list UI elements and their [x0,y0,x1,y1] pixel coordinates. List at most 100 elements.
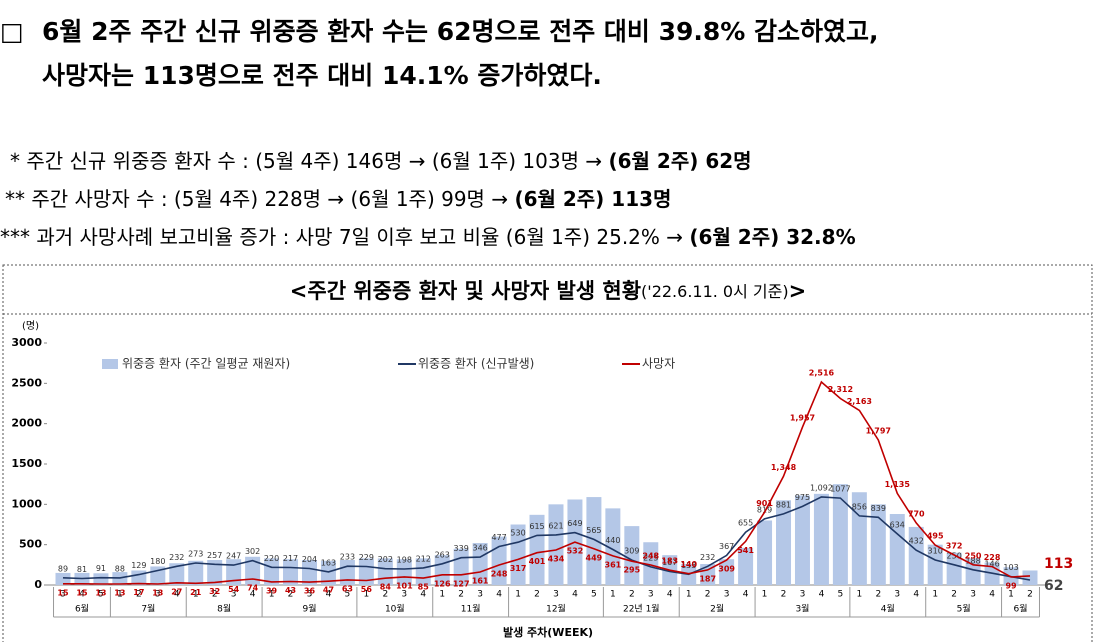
bar [188,560,204,585]
x-tick-label: 2 [288,590,294,600]
data-label: 13 [114,588,125,597]
data-label: 36 [304,587,316,596]
x-tick-label: 2 [629,590,635,600]
legend-label: 위중증 환자 (주간 일평균 재원자) [122,357,290,371]
data-label: 477 [491,533,506,542]
bar [908,526,924,585]
data-label: 27 [171,587,182,596]
x-tick-label: 1 [117,590,123,600]
data-label: 495 [927,532,944,541]
data-label: 615 [529,522,544,531]
x-tick-label: 2 [705,590,711,600]
bar [832,484,848,585]
x-tick-label: 3 [401,590,407,600]
x-tick-label: 2 [212,590,218,600]
data-label: 1,957 [790,414,815,423]
data-label: 91 [96,564,106,573]
x-tick-label: 4 [250,590,256,600]
x-tick-label: 4 [326,590,332,600]
data-label: 126 [434,579,451,588]
data-label: 541 [737,546,754,555]
bar [169,563,185,585]
legend-label: 위중증 환자 (신규발생) [418,357,534,371]
legend-label: 사망자 [642,357,675,371]
data-label: 15 [57,588,69,597]
x-group-label: 7월 [141,603,155,615]
line [62,496,1031,581]
x-tick-label: 4 [420,590,426,600]
x-tick-label: 4 [79,590,85,600]
data-label: 401 [529,557,546,566]
data-label: 273 [188,549,203,558]
data-label: 229 [359,553,374,562]
y-tick-label: 3000 [11,336,42,349]
note: * 주간 신규 위중증 환자 수 : (5월 4주) 146명 → (6월 1주… [0,142,856,180]
data-label: 649 [567,519,582,528]
data-label: 101 [396,581,413,590]
data-label: 233 [340,553,355,562]
data-label: 2,163 [847,397,872,406]
data-label: 85 [418,583,430,592]
y-tick-label: 2500 [11,376,42,389]
bar [1022,570,1038,585]
x-tick-label: 3 [800,590,806,600]
note-prefix: * [10,149,20,173]
data-label: 819 [757,505,772,514]
note-text: 주간 사망자 수 : (5월 4주) 228명 → (6월 1주) 99명 → [31,187,509,211]
data-label: 232 [700,553,715,562]
data-label: 21 [190,588,202,597]
data-label: 74 [247,584,259,593]
bar [548,504,564,585]
data-label: 99 [1005,582,1017,591]
x-tick-label: 3 [724,590,730,600]
data-label: 47 [323,586,334,595]
x-tick-label: 1 [364,590,370,600]
data-label: 309 [624,547,639,556]
data-label: 84 [380,583,392,592]
x-tick-label: 3 [648,590,654,600]
y-tick-label: 500 [19,538,42,551]
data-label: 1,092 [810,483,833,492]
note: *** 과거 사망사례 보고비율 증가 : 사망 7일 이후 보고 비율 (6월… [0,218,856,256]
bar [870,504,886,585]
x-tick-label: 3 [155,590,161,600]
x-tick-label: 3 [894,590,900,600]
x-tick-label: 1 [686,590,692,600]
x-tick-label: 2 [458,590,464,600]
data-label: 103 [1003,563,1018,572]
headline-text: 사망자는 113명으로 전주 대비 14.1% 증가하였다. [42,61,602,90]
data-label: 367 [719,542,734,551]
data-label: 310 [928,546,943,555]
x-tick-label: 4 [572,590,578,600]
data-label: 263 [435,550,450,559]
data-label: 232 [169,553,184,562]
data-label: 432 [909,537,924,546]
chart-title-group: <주간 위중증 환자 및 사망자 발생 현황('22.6.11. 0시 기준)> [290,279,806,303]
bar [946,552,962,585]
data-label: 1077 [830,485,850,494]
bar [301,559,317,585]
x-tick-label: 2 [534,590,540,600]
data-label: 228 [984,553,1001,562]
data-label: 183 [661,557,678,566]
headline-text: 6월 2주 주간 신규 위중증 환자 수는 62명으로 전주 대비 39.8% … [42,17,879,46]
bar [889,514,905,585]
data-label: 88 [115,564,125,573]
data-label: 43 [285,586,296,595]
x-tick-label: 1 [1008,590,1014,600]
data-label: 440 [605,536,620,545]
x-group-label: 4월 [881,603,895,615]
data-label: 339 [454,544,469,553]
data-label: 62 [1044,578,1063,594]
data-label: 81 [77,565,87,574]
data-label: 881 [776,500,791,509]
note: ** 주간 사망자 수 : (5월 4주) 228명 → (6월 1주) 99명… [0,180,856,218]
data-label: 901 [756,499,773,508]
note-bold: (6월 2주) 113명 [514,187,672,211]
data-label: 89 [58,564,68,573]
bar [643,542,659,585]
data-label: 250 [965,551,982,560]
data-label: 212 [416,554,431,563]
bar [529,514,545,585]
bar [586,497,602,585]
